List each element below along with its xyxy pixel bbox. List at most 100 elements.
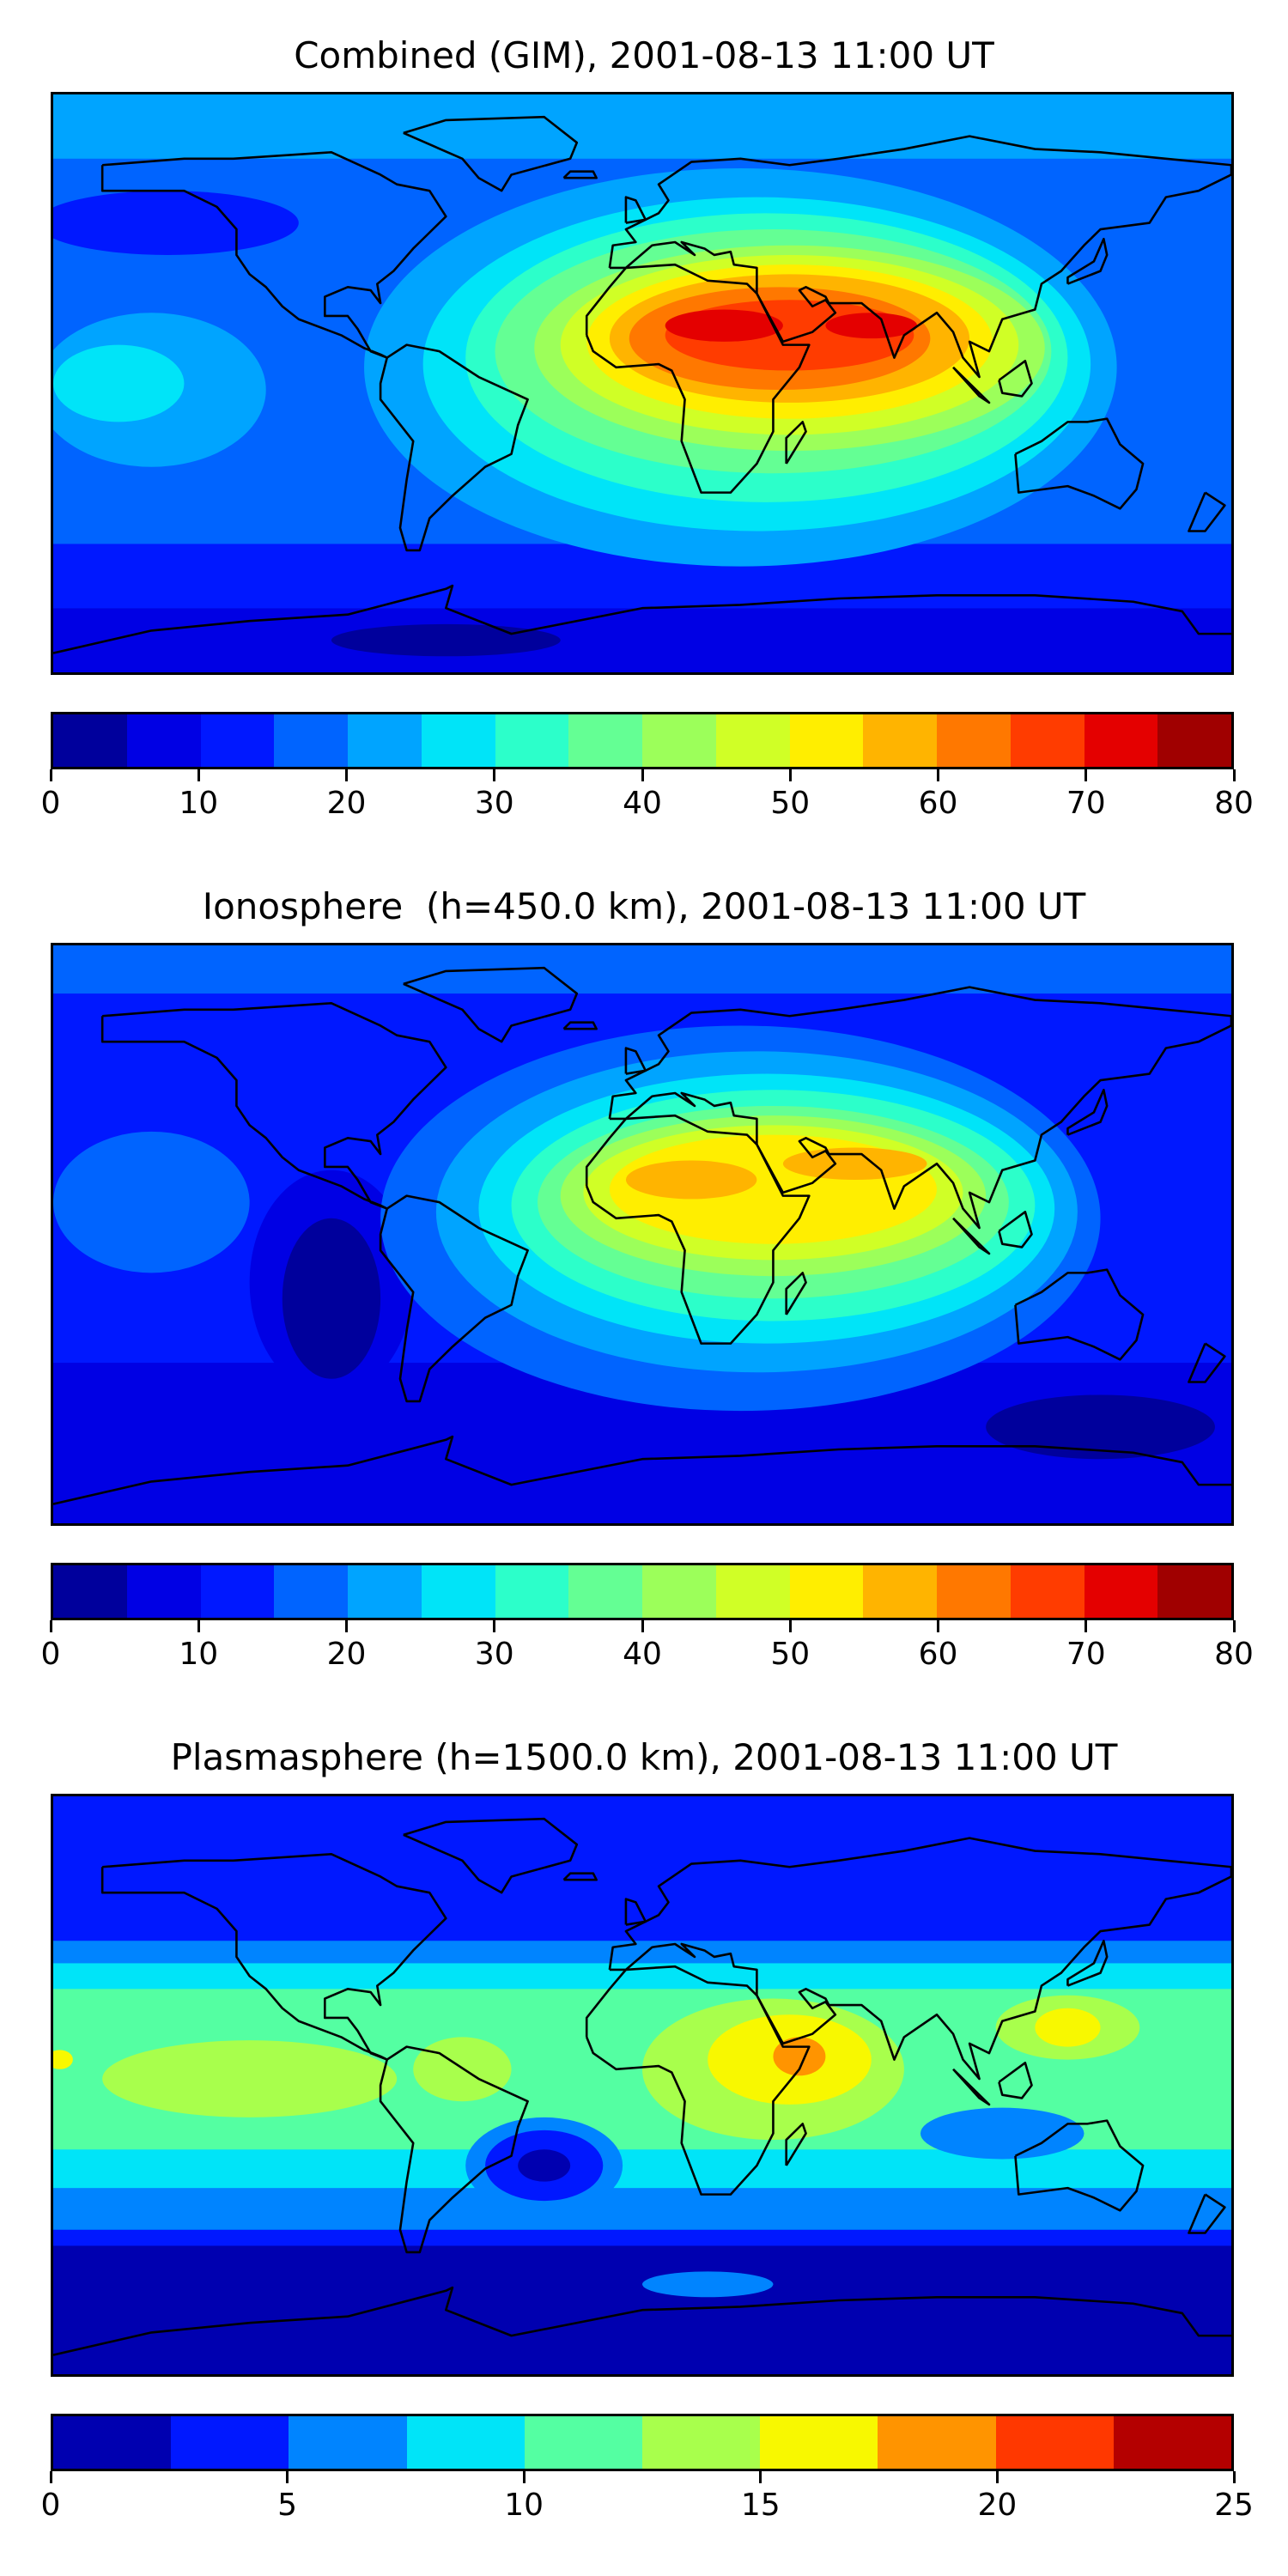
contour-band	[53, 945, 1231, 994]
colorbar-tick-label: 25	[1214, 2488, 1254, 2523]
colorbar-tick	[49, 1620, 52, 1632]
colorbar-segment	[1084, 714, 1158, 767]
colorbar-tick	[937, 769, 939, 781]
colorbar-segment	[274, 714, 348, 767]
combined-colorbar-ticks: 0 10 20 30 40 50 60 70 80	[41, 769, 1254, 838]
contour-region	[331, 623, 561, 657]
contour-region	[986, 1394, 1215, 1460]
colorbar-segment	[200, 714, 275, 767]
coastline-north-america	[102, 1854, 446, 2059]
combined-panel: Combined (GIM), 2001-08-13 11:00 UT 0 10 2…	[0, 0, 1288, 851]
ionosphere-colorbar	[51, 1563, 1234, 1620]
coastline-madagascar	[787, 2123, 806, 2166]
colorbar-tick-label: 0	[40, 786, 61, 821]
coastline-greenland	[404, 117, 577, 191]
coastline-africa	[586, 1966, 809, 2194]
contour-region	[825, 313, 918, 339]
colorbar-segment	[421, 1565, 495, 1618]
coastline-uk	[626, 1899, 646, 1925]
colorbar-tick	[493, 769, 496, 781]
coastline-africa	[586, 264, 809, 492]
coastline-borneo	[999, 2063, 1031, 2098]
colorbar-tick	[788, 769, 792, 781]
colorbar-segment	[495, 1565, 569, 1618]
ionosphere-contour-plot	[53, 945, 1231, 1523]
coastline-uk	[626, 197, 646, 223]
colorbar-tick	[49, 2471, 52, 2483]
colorbar-segment	[863, 714, 937, 767]
ionosphere-panel: Ionosphere (h=450.0 km), 2001-08-13 11:0…	[0, 851, 1288, 1702]
coastline-iceland	[564, 1023, 597, 1029]
colorbar-segment	[937, 714, 1011, 767]
coastline-japan	[1067, 1941, 1107, 1985]
colorbar-tick-label: 10	[179, 1637, 219, 1672]
colorbar-segment	[642, 2416, 761, 2469]
colorbar-segment	[863, 1565, 937, 1618]
coastline-sumatra	[953, 1218, 989, 1254]
plasmasphere-map	[51, 1794, 1234, 2377]
colorbar-segment	[715, 1565, 790, 1618]
plasmasphere-panel: Plasmasphere (h=1500.0 km), 2001-08-13 1…	[0, 1702, 1288, 2553]
colorbar-segment	[1010, 1565, 1084, 1618]
colorbar-tick-label: 60	[918, 1637, 958, 1672]
coastline-australia	[1015, 1270, 1143, 1360]
colorbar-segment	[715, 714, 790, 767]
coastline-antarctica	[53, 1437, 1231, 1504]
coastline-south-america	[380, 345, 527, 550]
colorbar-tick-label: 5	[277, 2488, 298, 2523]
colorbar-tick	[1084, 1620, 1088, 1632]
colorbar-segment	[1113, 2416, 1232, 2469]
colorbar-tick	[1232, 1620, 1236, 1632]
coastline-new-zealand	[1188, 493, 1224, 532]
colorbar-segment	[642, 1565, 716, 1618]
plasmasphere-colorbar-ticks: 0 5 10 15 20 25	[41, 2471, 1254, 2540]
coastline-japan	[1067, 239, 1107, 283]
colorbar-tick	[49, 769, 52, 781]
coastline-new-zealand	[1188, 2195, 1224, 2233]
colorbar-tick	[493, 1620, 496, 1632]
coastline-sumatra	[953, 368, 989, 403]
coastline-south-america	[380, 1196, 527, 1401]
contour-region	[920, 2107, 1084, 2160]
coastline-uk	[626, 1048, 646, 1074]
colorbar-segment	[126, 714, 201, 767]
coastline-south-america	[380, 2047, 527, 2252]
contour-band	[53, 608, 1231, 672]
coastline-borneo	[999, 1212, 1031, 1247]
colorbar-segment	[348, 1565, 422, 1618]
coastline-sumatra	[953, 2069, 989, 2105]
colorbar-segment	[53, 2416, 172, 2469]
contour-region	[665, 309, 783, 342]
coastline-australia	[1015, 419, 1143, 509]
colorbar-tick	[197, 1620, 200, 1632]
colorbar-segment	[878, 2416, 996, 2469]
colorbar-segment	[200, 1565, 275, 1618]
coastline-madagascar	[787, 422, 806, 464]
coastline-new-zealand	[1188, 1344, 1224, 1382]
ionosphere-title: Ionosphere (h=450.0 km), 2001-08-13 11:0…	[202, 885, 1086, 927]
ionosphere-map	[51, 943, 1234, 1526]
colorbar-segment	[53, 714, 127, 767]
colorbar-segment	[524, 2416, 643, 2469]
colorbar-tick-label: 70	[1066, 786, 1106, 821]
colorbar-tick-label: 20	[326, 1637, 367, 1672]
colorbar-tick	[286, 2471, 289, 2483]
contour-band	[53, 1443, 1231, 1523]
combined-contour-plot	[53, 94, 1231, 672]
colorbar-segment	[495, 714, 569, 767]
coastline-north-america	[102, 152, 446, 357]
colorbar-tick-label: 10	[504, 2488, 544, 2523]
colorbar-tick	[641, 769, 644, 781]
colorbar-segment	[406, 2416, 525, 2469]
coastline-eurasia	[610, 987, 1231, 1228]
coastline-greenland	[404, 968, 577, 1042]
colorbar-tick	[522, 2471, 526, 2483]
contour-region	[53, 344, 185, 422]
coastline-iceland	[564, 1874, 597, 1880]
colorbar-tick-label: 10	[179, 786, 219, 821]
contour-region	[642, 2271, 774, 2298]
colorbar-tick-label: 15	[740, 2488, 781, 2523]
colorbar-tick-label: 50	[770, 1637, 811, 1672]
colorbar-tick	[641, 1620, 644, 1632]
colorbar-tick-label: 0	[40, 1637, 61, 1672]
